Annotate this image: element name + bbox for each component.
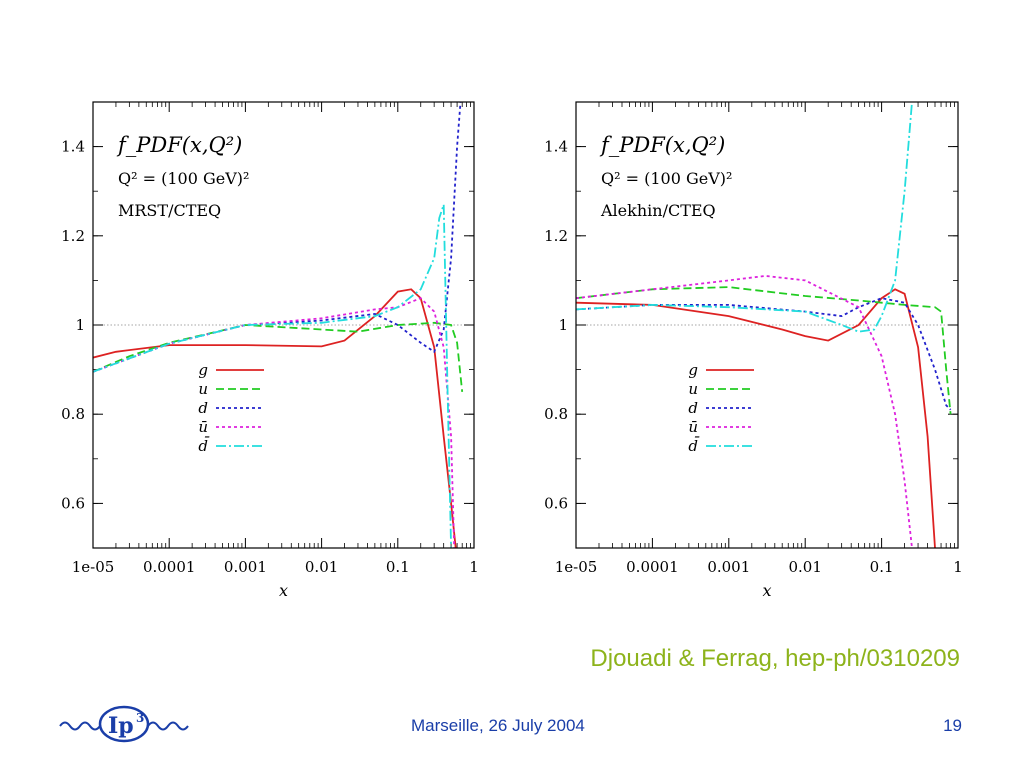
y-tick-label: 0.6 [61, 494, 85, 512]
plot-frame [575, 101, 959, 549]
legend-label-4: d̄ [688, 437, 699, 455]
x-axis-label: x [279, 581, 288, 600]
series-line-1 [93, 321, 464, 392]
series-group [93, 102, 464, 548]
legend-label-2: d [688, 399, 698, 417]
x-tick-label: 1 [469, 558, 479, 576]
series-line-2 [576, 297, 952, 411]
chart-title: f_PDF(x,Q²) [599, 133, 725, 157]
x-tick-label: 0.01 [788, 558, 821, 576]
x-tick-label: 0.1 [870, 558, 894, 576]
page-number: 19 [943, 716, 962, 735]
y-tick-label: 0.8 [544, 405, 568, 423]
legend-label-1: u [688, 380, 698, 398]
y-tick-label: 1.2 [61, 227, 85, 245]
plot-frame [92, 101, 475, 549]
series-line-3 [93, 297, 456, 548]
ip3-logo: Ip 3 [58, 702, 190, 751]
legend-label-0: g [688, 361, 698, 379]
x-tick-label: 0.01 [305, 558, 338, 576]
footer-venue: Marseille, 26 July 2004 [411, 716, 585, 735]
series-line-4 [93, 204, 452, 548]
y-tick-label: 1.4 [544, 138, 568, 156]
chart-dataset-label: MRST/CTEQ [118, 201, 221, 220]
chart-dataset-label: Alekhin/CTEQ [600, 201, 716, 220]
y-tick-label: 0.6 [544, 494, 568, 512]
chart-title: f_PDF(x,Q²) [116, 133, 242, 157]
y-tick-label: 1 [75, 316, 85, 334]
series-line-0 [93, 288, 457, 548]
y-tick-label: 0.8 [61, 405, 85, 423]
x-tick-label: 0.1 [386, 558, 410, 576]
legend-label-3: ū [198, 418, 208, 436]
y-tick-label: 1.4 [61, 138, 85, 156]
chart-left: 1e-05 0.0001 0.001 0.01 0.1 1 0.6 0.8 1 1.2 1.4 f_P… [61, 101, 479, 600]
chart-right: 1e-05 0.0001 0.001 0.01 0.1 1 0.6 0.8 1 1.2 1.4 f_P… [544, 101, 963, 600]
x-tick-label: 0.0001 [626, 558, 679, 576]
x-tick-label: 1e-05 [72, 558, 115, 576]
x-tick-label: 1e-05 [555, 558, 598, 576]
legend-label-3: ū [688, 418, 698, 436]
x-tick-label: 1 [953, 558, 963, 576]
legend-label-2: d [198, 399, 208, 417]
legend-label-0: g [198, 361, 208, 379]
series-line-1 [576, 286, 952, 415]
x-axis-label: x [762, 581, 771, 600]
legend-label-4: d̄ [198, 437, 209, 455]
chart-subtitle: Q² = (100 GeV)² [118, 169, 249, 188]
y-tick-label: 1.2 [544, 227, 568, 245]
x-tick-label: 0.001 [224, 558, 267, 576]
x-tick-label: 0.001 [707, 558, 750, 576]
series-line-3 [576, 274, 913, 548]
series-line-2 [93, 102, 462, 373]
series-line-0 [576, 288, 936, 548]
x-tick-label: 0.0001 [143, 558, 196, 576]
logo-text: Ip [108, 713, 134, 739]
chart-subtitle: Q² = (100 GeV)² [601, 169, 732, 188]
series-group [576, 102, 952, 548]
legend-label-1: u [198, 380, 208, 398]
series-line-4 [576, 102, 913, 333]
citation: Djouadi & Ferrag, hep-ph/0310209 [590, 645, 960, 672]
logo-superscript: 3 [136, 711, 144, 725]
y-tick-label: 1 [558, 316, 568, 334]
